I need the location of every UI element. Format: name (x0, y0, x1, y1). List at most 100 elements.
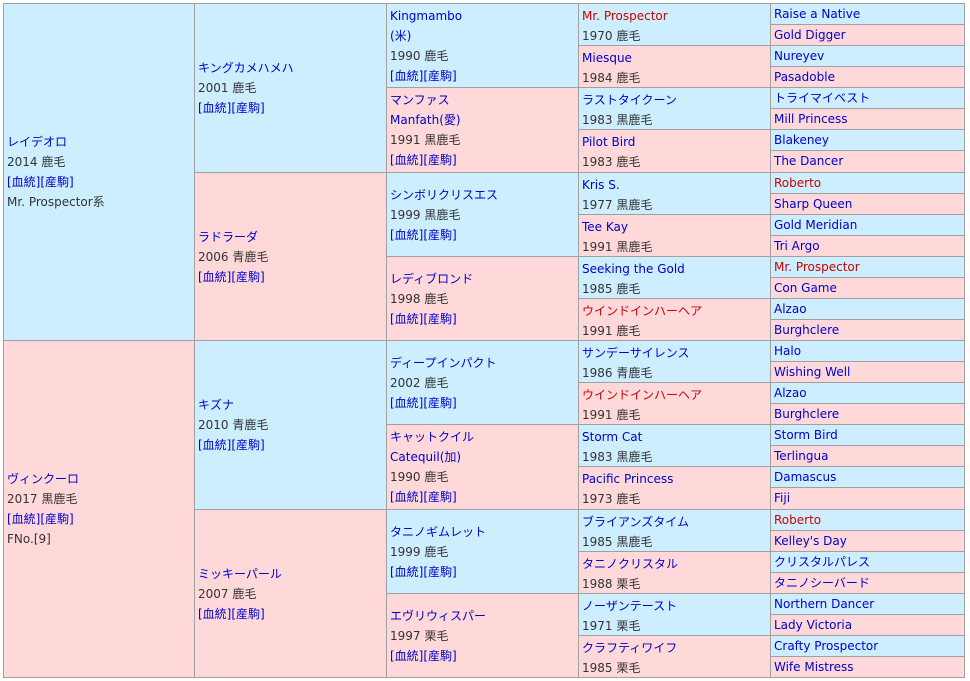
horse-name-link[interactable]: Burghclere (774, 323, 840, 337)
horse-name-link[interactable]: サンデーサイレンス (582, 346, 690, 360)
horse-name-link[interactable]: Pasadoble (774, 70, 835, 84)
birth-year-color: 2006 青鹿毛 (198, 249, 269, 264)
horse-name-link[interactable]: キングカメハメハ (198, 61, 294, 75)
horse-name-link[interactable]: Con Game (774, 281, 837, 295)
horse-name-link[interactable]: キャットクイル (390, 430, 475, 444)
line-info[interactable]: Mr. Prospector系 (7, 195, 105, 209)
horse-name-link[interactable]: Gold Meridian (774, 218, 858, 232)
horse-name-link[interactable]: Terlingua (774, 449, 829, 463)
gen2-cell: ラドラーダ 2006 青鹿毛 [血統][産駒] (194, 172, 387, 341)
horse-name-link[interactable]: Mr. Prospector (774, 260, 860, 274)
horse-name-link[interactable]: Lady Victoria (774, 618, 853, 632)
gen5-cell: Roberto (770, 509, 965, 531)
gen5-cell: Alzao (770, 298, 965, 320)
horse-name-link[interactable]: Halo (774, 344, 802, 358)
horse-name-link[interactable]: Pacific Princess (582, 472, 674, 486)
horse-name-link[interactable]: クラフティワイフ (582, 641, 678, 655)
horse-name-link[interactable]: Sharp Queen (774, 197, 853, 211)
horse-name-link[interactable]: Tri Argo (774, 239, 820, 253)
horse-name-link[interactable]: タニノギムレット (390, 524, 487, 539)
gen2-cell: ミッキーパール 2007 鹿毛 [血統][産駒] (194, 509, 387, 678)
horse-name-link[interactable]: ヴィンクーロ (7, 472, 80, 486)
horse-name-link[interactable]: Storm Cat (582, 430, 643, 444)
horse-name-link[interactable]: レイデオロ (7, 135, 68, 149)
horse-name-link[interactable]: ディープインパクト (390, 355, 497, 370)
horse-name-link[interactable]: ラドラーダ (198, 229, 259, 244)
horse-name-link[interactable]: Northern Dancer (774, 597, 875, 611)
horse-name-link[interactable]: Kris S. (582, 178, 620, 192)
horse-name-link[interactable]: シンボリクリスエス (390, 187, 499, 202)
pedigree-offspring-links[interactable]: [血統][産駒] (198, 269, 265, 284)
horse-alt-name[interactable]: Manfath(愛) (390, 113, 461, 127)
horse-name-link[interactable]: Crafty Prospector (774, 639, 879, 653)
horse-name-link[interactable]: Raise a Native (774, 7, 861, 21)
pedigree-offspring-links[interactable]: [血統][産駒] (390, 311, 457, 326)
horse-name-link[interactable]: クリスタルパレス (774, 555, 871, 569)
gen5-cell: Alzao (770, 382, 965, 404)
horse-name-link[interactable]: Storm Bird (774, 428, 838, 442)
horse-name-link[interactable]: Alzao (774, 386, 807, 400)
horse-name-link[interactable]: レディブロンド (390, 271, 474, 286)
pedigree-offspring-links[interactable]: [血統][産駒] (390, 648, 457, 663)
horse-name-link[interactable]: Burghclere (774, 407, 840, 421)
horse-name-link[interactable]: Miesque (582, 51, 632, 65)
horse-name-link[interactable]: エヴリウィスパー (390, 608, 487, 623)
pedigree-offspring-links[interactable]: [血統][産駒] (198, 606, 265, 621)
horse-name-link[interactable]: Kingmambo (390, 8, 463, 23)
pedigree-offspring-links[interactable]: [血統][産駒] (390, 227, 457, 242)
pedigree-offspring-links[interactable]: [血統][産駒] (390, 68, 457, 83)
horse-name-link[interactable]: Gold Digger (774, 28, 846, 42)
horse-name-link[interactable]: ブライアンズタイム (582, 515, 690, 529)
horse-name-link[interactable]: ウインドインハーヘア (582, 304, 703, 318)
birth-year-color: 2010 青鹿毛 (198, 418, 269, 432)
horse-name-link[interactable]: トライマイベスト (774, 91, 871, 105)
horse-name-link[interactable]: ラストタイクーン (582, 93, 677, 107)
horse-name-link[interactable]: Blakeney (774, 133, 829, 147)
pedigree-offspring-links[interactable]: [血統][産駒] (390, 564, 457, 579)
line-info[interactable]: FNo.[9] (7, 532, 51, 546)
pedigree-offspring-links[interactable]: [血統][産駒] (390, 395, 457, 410)
horse-name-link[interactable]: マンファス (390, 93, 450, 107)
horse-name-link[interactable]: The Dancer (774, 154, 844, 168)
horse-name-link[interactable]: Tee Kay (582, 220, 628, 234)
gen5-cell: タニノシーバード (770, 572, 965, 594)
horse-alt-name[interactable]: (米) (390, 28, 412, 43)
horse-name-link[interactable]: Nureyev (774, 49, 825, 63)
horse-name-link[interactable]: Wishing Well (774, 365, 851, 379)
horse-name-link[interactable]: ウインドインハーヘア (582, 388, 703, 402)
pedigree-offspring-links[interactable]: [血統][産駒] (7, 512, 74, 526)
pedigree-table: レイデオロ 2014 鹿毛 [血統][産駒] Mr. Prospector系 ヴィンクー… (3, 3, 965, 678)
gen5-cell: Gold Meridian (770, 214, 965, 236)
pedigree-offspring-links[interactable]: [血統][産駒] (7, 175, 74, 189)
horse-name-link[interactable]: タニノクリスタル (582, 557, 679, 571)
horse-name-link[interactable]: Kelley's Day (774, 534, 847, 548)
horse-name-link[interactable]: Seeking the Gold (582, 262, 685, 276)
gen4-cell: Mr. Prospector 1970 鹿毛 (578, 3, 771, 46)
gen4-cell: Pilot Bird 1983 鹿毛 (578, 129, 771, 173)
horse-name-link[interactable]: Fiji (774, 491, 791, 505)
horse-name-link[interactable]: Wife Mistress (774, 660, 854, 674)
horse-name-link[interactable]: タニノシーバード (774, 576, 870, 590)
horse-name-link[interactable]: Roberto (774, 513, 822, 527)
horse-alt-name[interactable]: Catequil(加) (390, 450, 462, 464)
horse-name-link[interactable]: キズナ (198, 398, 235, 412)
gen5-cell: Blakeney (770, 129, 965, 151)
gen4-cell: ノーザンテースト 1971 栗毛 (578, 593, 771, 636)
gen4-cell: ウインドインハーヘア 1991 鹿毛 (578, 382, 771, 425)
horse-name-link[interactable]: ミッキーパール (198, 566, 282, 581)
horse-name-link[interactable]: Pilot Bird (582, 135, 636, 149)
gen5-cell: Burghclere (770, 403, 965, 425)
pedigree-offspring-links[interactable]: [血統][産駒] (390, 153, 457, 167)
horse-name-link[interactable]: ノーザンテースト (582, 599, 678, 613)
horse-name-link[interactable]: Damascus (774, 470, 837, 484)
horse-name-link[interactable]: Mill Princess (774, 112, 848, 126)
horse-name-link[interactable]: Roberto (774, 176, 822, 190)
pedigree-offspring-links[interactable]: [血統][産駒] (198, 101, 265, 115)
pedigree-offspring-links[interactable]: [血統][産駒] (390, 490, 457, 504)
birth-year-color: 1971 栗毛 (582, 619, 641, 633)
gen4-cell: ウインドインハーヘア 1991 鹿毛 (578, 298, 771, 341)
horse-name-link[interactable]: Alzao (774, 302, 807, 316)
gen5-cell: Gold Digger (770, 24, 965, 46)
horse-name-link[interactable]: Mr. Prospector (582, 9, 668, 23)
pedigree-offspring-links[interactable]: [血統][産駒] (198, 438, 265, 452)
